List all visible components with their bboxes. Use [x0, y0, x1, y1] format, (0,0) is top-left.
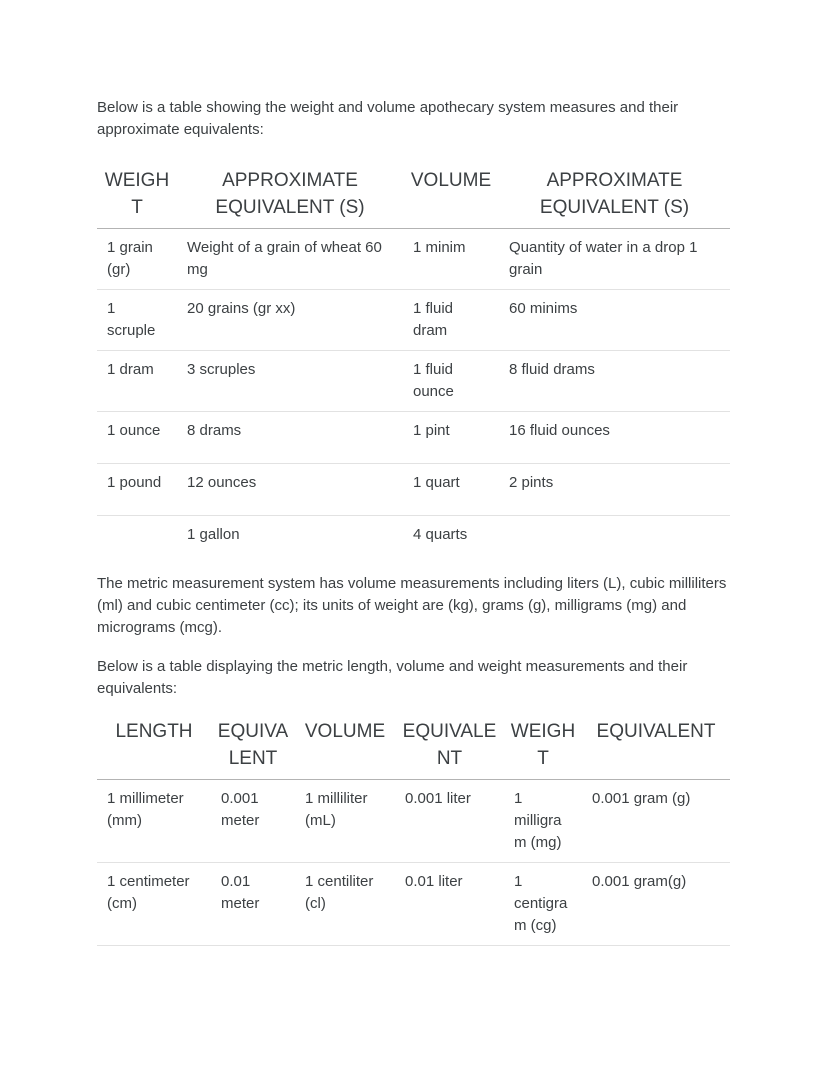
table-row-centi: 1 centimeter (cm) 0.01 meter 1 centilite… [97, 862, 730, 946]
table-cell: Quantity of water in a drop 1 grain [499, 228, 730, 290]
table-row-gallon: 1 gallon 4 quarts [97, 516, 730, 568]
table-cell: 4 quarts [413, 526, 468, 543]
column-header-volume: VOLUME [295, 710, 395, 780]
table-cell: 1 ounce [97, 411, 177, 464]
column-header-approx-equivalent-weight: APPROXIMATE EQUIVALENT (S) [177, 160, 403, 229]
table-cell: 1 centimeter (cm) [97, 862, 211, 946]
table-row-dram: 1 dram 3 scruples 1 fluid ounce 8 fluid … [97, 350, 730, 412]
table-row-pound: 1 pound 12 ounces 1 quart 2 pints [97, 463, 730, 516]
table-cell: 3 scruples [177, 350, 403, 412]
metric-header-row: LENGTH EQUIVALENT VOLUME EQUIVALENT WEIG… [97, 710, 730, 780]
table-cell: 0.01 meter [211, 862, 295, 946]
table-cell: 8 fluid drams [499, 350, 730, 412]
table-cell: 60 minims [499, 289, 730, 351]
column-header-length: LENGTH [97, 710, 211, 780]
column-header-volume: VOLUME [403, 160, 499, 229]
table-cell: 8 drams [177, 411, 403, 464]
metric-system-paragraph: The metric measurement system has volume… [97, 574, 727, 636]
table-cell: 1 gallon [187, 526, 240, 543]
table-cell: 1 quart [403, 463, 499, 516]
table-cell: 1 milliliter (mL) [295, 779, 395, 863]
table-cell: 1 grain (gr) [97, 228, 177, 290]
table-cell: 1 fluid ounce [403, 350, 499, 412]
column-header-volume-equivalent: EQUIVALENT [395, 710, 504, 780]
table-cell: 1 dram [97, 350, 177, 412]
table-row-ounce: 1 ounce 8 drams 1 pint 16 fluid ounces [97, 411, 730, 464]
table-cell: 0.001 gram(g) [582, 862, 730, 946]
column-header-weight-equivalent: EQUIVALENT [582, 710, 730, 780]
table-cell: 1 millimeter (mm) [97, 779, 211, 863]
table-cell: 1 centigram (cg) [504, 862, 582, 946]
column-header-length-equivalent: EQUIVALENT [211, 710, 295, 780]
table-cell: 20 grains (gr xx) [177, 289, 403, 351]
table-cell: 16 fluid ounces [499, 411, 730, 464]
table-cell: Weight of a grain of wheat 60 mg [177, 228, 403, 290]
table-cell [97, 516, 177, 568]
table-cell: 1 fluid dram [403, 289, 499, 351]
table-cell: 12 ounces [177, 463, 403, 516]
table-cell: 0.001 meter [211, 779, 295, 863]
table-cell: 2 pints [499, 463, 730, 516]
table-cell: 0.001 gram (g) [582, 779, 730, 863]
table-cell: 0.01 liter [395, 862, 504, 946]
table-cell: 1 pint [403, 411, 499, 464]
table-cell [499, 516, 730, 568]
intro-paragraph-metric: Below is a table displaying the metric l… [97, 657, 688, 697]
apothecary-table: WEIGHT APPROXIMATE EQUIVALENT (S) VOLUME… [97, 160, 730, 568]
table-cell: 1 milligram (mg) [504, 779, 582, 863]
table-cell: 1 minim [403, 228, 499, 290]
column-header-weight: WEIGHT [97, 160, 177, 229]
table-cell: 1 centiliter (cl) [295, 862, 395, 946]
apothecary-header-row: WEIGHT APPROXIMATE EQUIVALENT (S) VOLUME… [97, 160, 730, 229]
intro-paragraph-apothecary: Below is a table showing the weight and … [97, 99, 679, 138]
metric-table: LENGTH EQUIVALENT VOLUME EQUIVALENT WEIG… [97, 710, 730, 946]
table-row-grain: 1 grain (gr) Weight of a grain of wheat … [97, 228, 730, 290]
table-row-milli: 1 millimeter (mm) 0.001 meter 1 millilit… [97, 779, 730, 863]
table-row-scruple: 1 scruple 20 grains (gr xx) 1 fluid dram… [97, 289, 730, 351]
table-cell: 1 scruple [97, 289, 177, 351]
table-cell: 1 pound [97, 463, 177, 516]
column-header-weight: WEIGHT [504, 710, 582, 780]
column-header-approx-equivalent-volume: APPROXIMATE EQUIVALENT (S) [499, 160, 730, 229]
table-cell: 0.001 liter [395, 779, 504, 863]
